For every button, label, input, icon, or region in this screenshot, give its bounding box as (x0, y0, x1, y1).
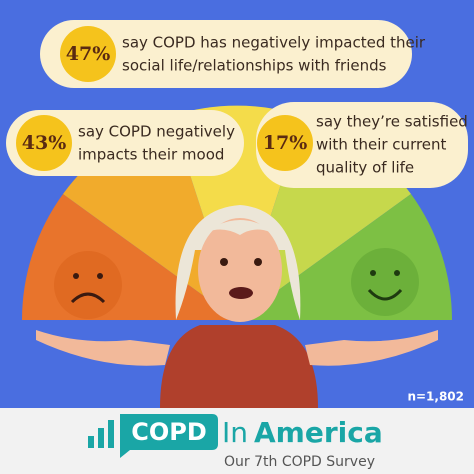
happy-face (351, 248, 419, 316)
woman-illustration (36, 205, 438, 408)
logo-in: In (222, 416, 248, 449)
stat-text: say COPD has negatively impacted their (122, 34, 426, 52)
stat-text: say they’re satisfied (316, 113, 468, 131)
footer (0, 408, 474, 474)
logo: COPD In America Our 7th COPD Survey (88, 414, 383, 470)
stat-text: quality of life (316, 159, 414, 177)
stat-text: say COPD negatively (78, 123, 235, 141)
stat-bubble: 17% say they’re satisfied with their cur… (256, 102, 468, 188)
logo-box-text: COPD (131, 418, 207, 446)
stat-text: with their current (316, 136, 447, 154)
sad-face (54, 251, 122, 319)
sample-size: n=1,802 (407, 390, 464, 404)
stat-percent: 47% (66, 43, 111, 65)
stat-text: impacts their mood (78, 146, 224, 164)
stat-text: social life/relationships with friends (122, 57, 387, 75)
logo-subtitle: Our 7th COPD Survey (224, 454, 375, 470)
stat-bubble: 47% say COPD has negatively impacted the… (40, 20, 426, 88)
stat-percent: 17% (263, 132, 308, 154)
logo-america: America (254, 416, 383, 449)
stat-bubble: 43% say COPD negatively impacts their mo… (6, 110, 244, 176)
stat-percent: 43% (22, 132, 67, 154)
